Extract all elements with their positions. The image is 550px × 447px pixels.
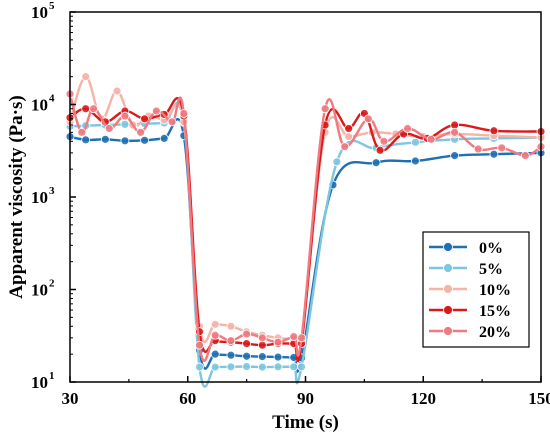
- data-point: [340, 142, 350, 152]
- data-point: [344, 132, 354, 141]
- data-point: [497, 143, 507, 153]
- data-point: [81, 104, 91, 114]
- legend: 0% 5% 10% 15% 20%: [422, 231, 530, 348]
- data-point: [226, 321, 236, 331]
- y-tick-exponent: 1: [49, 370, 55, 382]
- legend-label: 10%: [479, 282, 511, 299]
- series-layer: [65, 72, 546, 388]
- data-point: [210, 362, 220, 372]
- legend-marker: [443, 284, 453, 294]
- data-point: [136, 127, 146, 137]
- data-point: [167, 117, 177, 127]
- data-point: [120, 119, 130, 129]
- data-point: [257, 362, 267, 372]
- data-point: [450, 151, 460, 161]
- data-point: [297, 333, 306, 343]
- y-tick-exponent: 3: [49, 185, 55, 197]
- y-tick-label: 10: [31, 96, 48, 115]
- data-point: [450, 127, 460, 137]
- data-point: [371, 158, 381, 168]
- y-tick-exponent: 2: [49, 278, 55, 290]
- data-point: [195, 362, 204, 372]
- data-point: [473, 144, 483, 154]
- data-point: [257, 333, 267, 343]
- data-point: [375, 145, 385, 155]
- data-point: [226, 350, 236, 360]
- series-4: [65, 89, 546, 363]
- x-tick-label: 150: [528, 389, 550, 408]
- data-point: [257, 340, 267, 350]
- data-point: [104, 124, 114, 133]
- data-point: [489, 126, 499, 136]
- data-point: [140, 114, 149, 124]
- x-tick-label: 30: [62, 389, 79, 408]
- data-point: [273, 337, 283, 347]
- data-point: [81, 135, 91, 145]
- y-tick-label: 10: [31, 373, 48, 392]
- y-tick-label: 10: [31, 281, 48, 300]
- legend-label: 15%: [479, 303, 511, 320]
- data-point: [242, 339, 252, 349]
- data-point: [159, 134, 169, 143]
- data-point: [226, 336, 236, 346]
- data-point: [100, 134, 110, 144]
- data-point: [403, 124, 412, 133]
- data-point: [120, 111, 130, 121]
- legend-marker: [443, 326, 453, 336]
- data-point: [379, 136, 389, 146]
- data-point: [242, 362, 252, 371]
- x-tick-label: 90: [297, 389, 314, 408]
- data-point: [112, 86, 122, 96]
- data-point: [320, 104, 330, 114]
- y-tick-exponent: 5: [49, 0, 55, 12]
- data-point: [257, 352, 267, 362]
- data-point: [344, 124, 354, 133]
- data-point: [140, 135, 149, 145]
- x-tick-label: 120: [411, 389, 437, 408]
- data-point: [273, 352, 283, 362]
- data-point: [289, 362, 299, 372]
- x-axis-title: Time (s): [272, 412, 339, 433]
- data-point: [89, 104, 98, 114]
- legend-label: 5%: [479, 261, 503, 278]
- legend-marker: [443, 305, 453, 315]
- legend-marker: [443, 242, 453, 252]
- y-tick-exponent: 4: [49, 93, 55, 105]
- data-point: [120, 136, 130, 146]
- data-point: [273, 362, 283, 372]
- data-point: [77, 127, 87, 137]
- y-tick-label: 10: [31, 3, 48, 22]
- data-point: [210, 330, 220, 340]
- data-point: [520, 151, 530, 161]
- data-point: [179, 109, 189, 118]
- data-point: [410, 137, 420, 147]
- data-point: [363, 114, 373, 124]
- legend-marker: [443, 263, 453, 273]
- data-point: [489, 149, 499, 159]
- data-point: [297, 362, 306, 372]
- data-point: [151, 106, 161, 116]
- data-point: [226, 362, 236, 372]
- legend-label: 0%: [479, 240, 503, 257]
- data-point: [410, 156, 420, 166]
- data-point: [242, 329, 252, 339]
- y-axis-title: Apparent viscosity (Pa·s): [6, 95, 27, 298]
- data-point: [242, 351, 252, 361]
- data-point: [332, 157, 342, 167]
- legend-label: 20%: [479, 324, 511, 341]
- data-point: [210, 319, 220, 329]
- data-point: [289, 332, 299, 341]
- data-point: [426, 134, 436, 144]
- y-tick-label: 10: [31, 188, 48, 207]
- data-point: [195, 340, 204, 350]
- data-point: [450, 120, 460, 130]
- data-point: [210, 349, 220, 359]
- data-point: [81, 72, 91, 82]
- x-tick-label: 60: [179, 389, 196, 408]
